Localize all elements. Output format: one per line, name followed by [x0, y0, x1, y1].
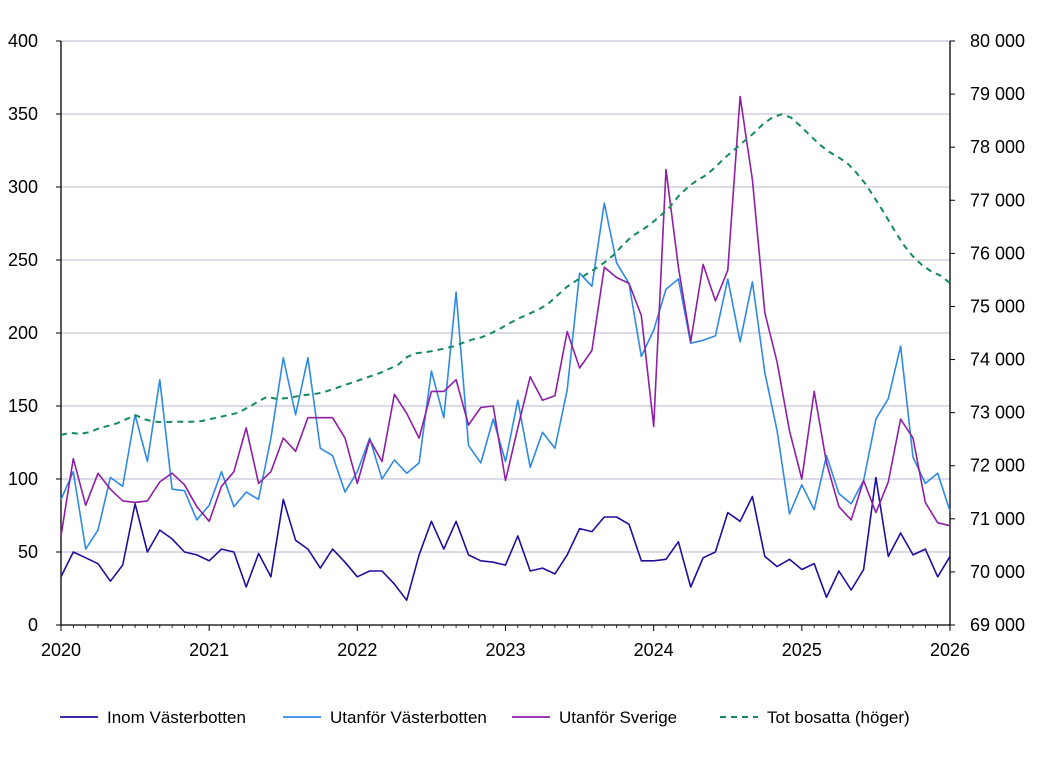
legend-label: Inom Västerbotten	[107, 708, 246, 727]
legend-label: Utanför Sverige	[559, 708, 677, 727]
legend-item-utanfor-sverige: Utanför Sverige	[512, 708, 677, 727]
y-right-tick-label: 73 000	[970, 403, 1025, 423]
legend-label: Utanför Västerbotten	[330, 708, 487, 727]
x-tick-label: 2021	[189, 640, 229, 660]
x-tick-label: 2026	[930, 640, 970, 660]
series-line-tot-bosatta	[60, 113, 951, 436]
y-left-tick-label: 300	[8, 177, 38, 197]
y-right-tick-label: 79 000	[970, 84, 1025, 104]
x-tick-label: 2022	[337, 640, 377, 660]
y-right-tick-label: 77 000	[970, 190, 1025, 210]
legend-item-inom-vasterbotten: Inom Västerbotten	[60, 708, 246, 727]
y-left-tick-label: 100	[8, 469, 38, 489]
y-right-tick-label: 72 000	[970, 456, 1025, 476]
y-right-tick-label: 69 000	[970, 615, 1025, 635]
y-left-tick-label: 200	[8, 323, 38, 343]
y-right-tick-label: 74 000	[970, 350, 1025, 370]
y-right-tick-label: 76 000	[970, 243, 1025, 263]
x-tick-label: 2025	[782, 640, 822, 660]
y-left-tick-label: 0	[28, 615, 38, 635]
y-left-tick-label: 250	[8, 250, 38, 270]
series-line-inom-vasterbotten	[60, 476, 951, 602]
y-right-tick-label: 75 000	[970, 296, 1025, 316]
x-tick-label: 2023	[485, 640, 525, 660]
y-left-tick-label: 150	[8, 396, 38, 416]
y-left-tick-label: 50	[18, 542, 38, 562]
legend-item-tot-bosatta: Tot bosatta (höger)	[720, 708, 910, 727]
y-right-tick-label: 71 000	[970, 509, 1025, 529]
gridlines	[61, 40, 950, 553]
y-right-tick-label: 80 000	[970, 31, 1025, 51]
legend-label: Tot bosatta (höger)	[767, 708, 910, 727]
x-tick-label: 2020	[41, 640, 81, 660]
axes: 0 50 100 150 200 250 300 350 400 69 000 70 000 71 0…	[8, 31, 1025, 660]
legend: Inom Västerbotten Utanför Västerbotten Uta…	[60, 708, 910, 727]
y-right-tick-label: 70 000	[970, 562, 1025, 582]
x-tick-label: 2024	[634, 640, 674, 660]
y-left-tick-label: 350	[8, 104, 38, 124]
series-line-utanfor-vasterbotten	[60, 202, 951, 550]
y-right-tick-label: 78 000	[970, 137, 1025, 157]
legend-item-utanfor-vasterbotten: Utanför Västerbotten	[283, 708, 487, 727]
series-lines	[60, 95, 951, 602]
series-line-utanfor-sverige	[60, 95, 951, 537]
y-left-tick-label: 400	[8, 31, 38, 51]
